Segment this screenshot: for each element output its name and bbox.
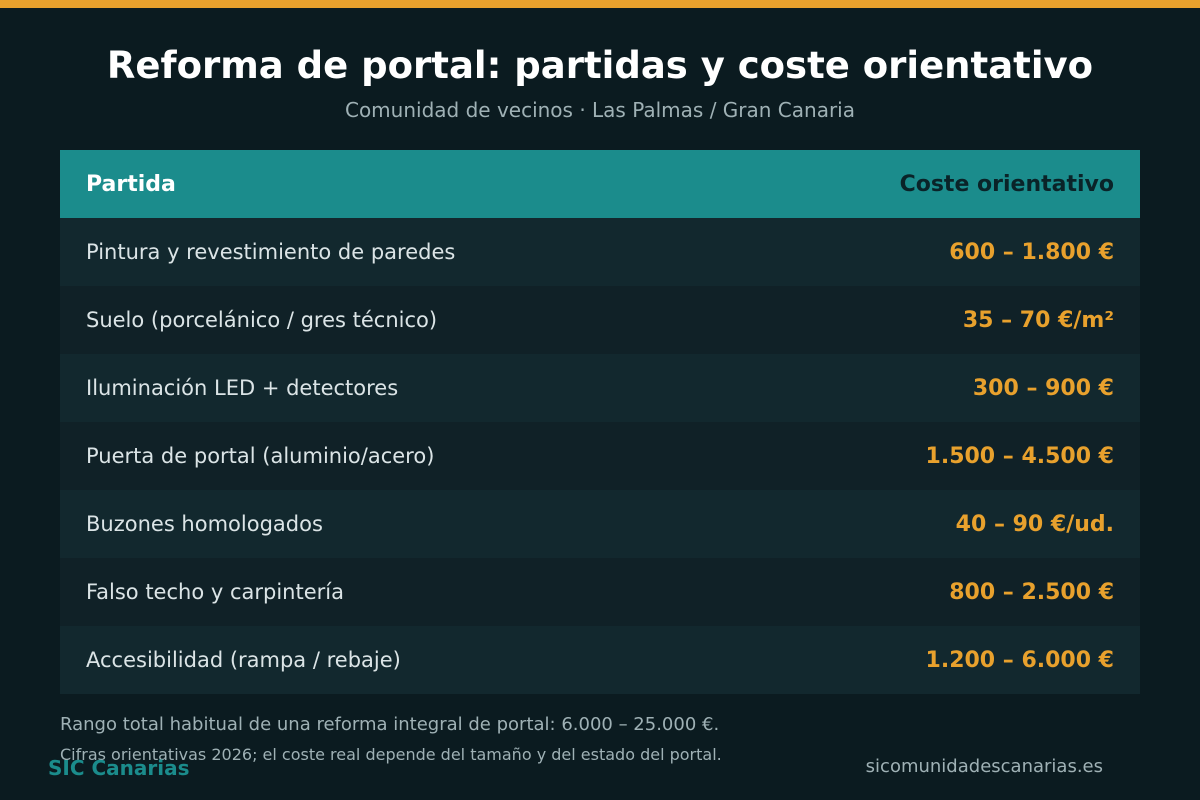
row-cost: 35 – 70 €/m² bbox=[962, 307, 1114, 333]
row-cost: 600 – 1.800 € bbox=[949, 239, 1114, 265]
row-cost: 40 – 90 €/ud. bbox=[955, 511, 1114, 537]
total-range-note: Rango total habitual de una reforma inte… bbox=[60, 714, 720, 735]
website-link[interactable]: sicomunidadescanarias.es bbox=[865, 756, 1103, 777]
row-cost: 800 – 2.500 € bbox=[949, 579, 1114, 605]
row-cost: 1.200 – 6.000 € bbox=[925, 647, 1114, 673]
table-row: Falso techo y carpintería 800 – 2.500 € bbox=[60, 558, 1140, 626]
row-item: Iluminación LED + detectores bbox=[86, 376, 399, 400]
row-item: Suelo (porcelánico / gres técnico) bbox=[86, 308, 438, 332]
table-row: Buzones homologados 40 – 90 €/ud. bbox=[60, 490, 1140, 558]
row-item: Falso techo y carpintería bbox=[86, 580, 344, 604]
row-item: Accesibilidad (rampa / rebaje) bbox=[86, 648, 401, 672]
column-header-coste: Coste orientativo bbox=[899, 171, 1114, 197]
row-item: Buzones homologados bbox=[86, 512, 323, 536]
brand-label: SIC Canarias bbox=[48, 756, 190, 780]
row-cost: 300 – 900 € bbox=[972, 375, 1114, 401]
top-accent-bar bbox=[0, 0, 1200, 8]
table-row: Accesibilidad (rampa / rebaje) 1.200 – 6… bbox=[60, 626, 1140, 694]
column-header-partida: Partida bbox=[86, 171, 176, 197]
row-item: Pintura y revestimiento de paredes bbox=[86, 240, 456, 264]
table-header-row: Partida Coste orientativo bbox=[60, 150, 1140, 218]
page-subtitle: Comunidad de vecinos · Las Palmas / Gran… bbox=[344, 98, 855, 122]
table-row: Puerta de portal (aluminio/acero) 1.500 … bbox=[60, 422, 1140, 490]
table-row: Suelo (porcelánico / gres técnico) 35 – … bbox=[60, 286, 1140, 354]
disclaimer-note: Cifras orientativas 2026; el coste real … bbox=[60, 745, 722, 764]
cost-table: Partida Coste orientativo Pintura y reve… bbox=[60, 150, 1140, 694]
page-title: Reforma de portal: partidas y coste orie… bbox=[106, 44, 1094, 87]
row-item: Puerta de portal (aluminio/acero) bbox=[86, 444, 435, 468]
row-cost: 1.500 – 4.500 € bbox=[925, 443, 1114, 469]
table-row: Pintura y revestimiento de paredes 600 –… bbox=[60, 218, 1140, 286]
table-row: Iluminación LED + detectores 300 – 900 € bbox=[60, 354, 1140, 422]
